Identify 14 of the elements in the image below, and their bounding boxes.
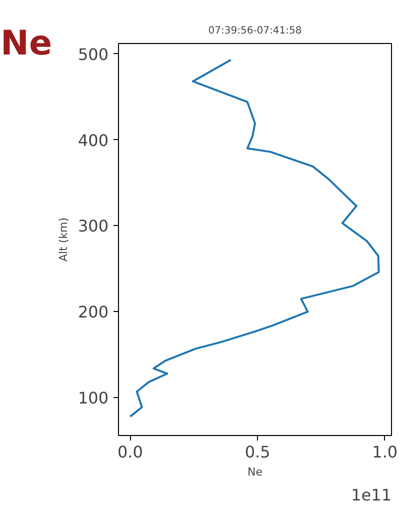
x-tick-label: 0.5 [244, 442, 270, 462]
text: 1e11 [351, 486, 392, 504]
y-tick-label: 300 [78, 216, 109, 236]
x-tick-label: 1.0 [372, 442, 398, 462]
y-tick-label: 200 [78, 302, 109, 322]
x-tick-label: 0.0 [117, 442, 143, 462]
y-tick-label: 100 [78, 388, 109, 408]
chart-title: 07:39:56-07:41:58 [208, 26, 302, 36]
y-tick-label: 400 [78, 130, 109, 150]
text: Ne [0, 24, 52, 64]
y-tick-label: 500 [78, 44, 109, 64]
line-series [129, 58, 380, 418]
x-axis-title: Ne [248, 466, 263, 478]
y-axis-title: Alt (km) [56, 217, 70, 262]
